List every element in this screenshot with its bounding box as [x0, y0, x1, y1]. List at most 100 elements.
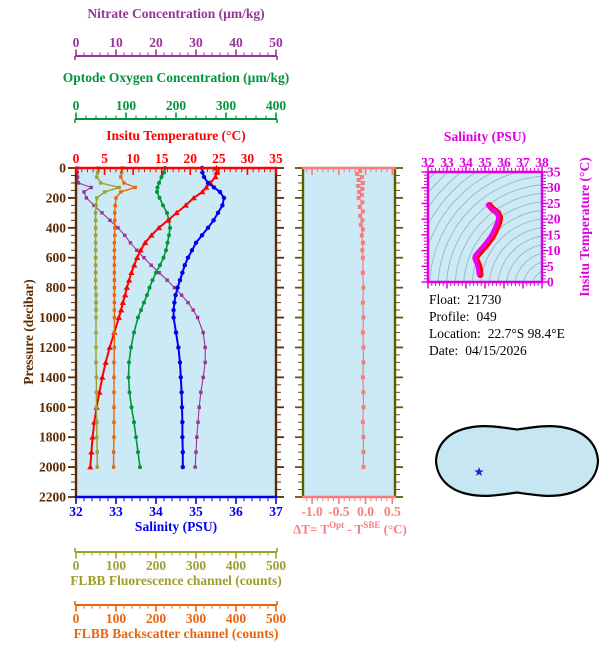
svg-text:400: 400 [266, 98, 287, 113]
date-row: Date: 04/15/2026 [429, 343, 527, 358]
svg-text:32: 32 [69, 504, 83, 519]
ts-temperature-axis-title: Insitu Temperature (°C) [577, 157, 592, 297]
svg-text:300: 300 [186, 611, 207, 626]
svg-text:1200: 1200 [39, 340, 66, 355]
svg-text:0: 0 [59, 161, 66, 176]
svg-text:10: 10 [126, 151, 140, 166]
svg-text:37: 37 [269, 504, 283, 519]
svg-text:1600: 1600 [39, 400, 66, 415]
svg-text:400: 400 [46, 220, 67, 235]
svg-text:20: 20 [547, 212, 561, 227]
svg-text:400: 400 [226, 558, 247, 573]
salinity-axis-title: Salinity (PSU) [134, 519, 218, 534]
fluorescence-axis-title: FLBB Fluorescence channel (counts) [70, 573, 282, 588]
svg-text:600: 600 [46, 250, 67, 265]
backscatter-axis-bar: 0 100 200 300 400 500 [73, 601, 287, 626]
fluorescence-axis-bar: 0 100 200 300 400 500 [73, 548, 286, 573]
svg-text:0: 0 [73, 35, 80, 50]
svg-text:15: 15 [547, 227, 561, 242]
svg-text:10: 10 [109, 35, 123, 50]
location-row: Location: 22.7°S 98.4°E [429, 326, 565, 341]
svg-text:15: 15 [155, 151, 169, 166]
nitrate-axis-title: Nitrate Concentration (µm/kg) [87, 6, 265, 21]
svg-text:0.5: 0.5 [384, 504, 401, 519]
svg-text:0: 0 [73, 151, 80, 166]
svg-text:36: 36 [229, 504, 243, 519]
svg-text:35: 35 [547, 165, 561, 180]
svg-text:1400: 1400 [39, 370, 66, 385]
svg-text:36: 36 [497, 155, 511, 170]
oxygen-series [126, 166, 172, 470]
world-map [434, 425, 600, 497]
svg-text:0: 0 [73, 558, 80, 573]
ts-diagram [428, 172, 542, 282]
svg-text:25: 25 [547, 196, 561, 211]
svg-text:20: 20 [184, 151, 198, 166]
svg-text:30: 30 [189, 35, 203, 50]
float-position-star [474, 467, 484, 476]
fluorescence-series [93, 166, 121, 469]
svg-text:0: 0 [73, 611, 80, 626]
svg-text:37: 37 [516, 155, 530, 170]
oxygen-axis-title: Optode Oxygen Concentration (µm/kg) [62, 70, 290, 85]
delta-t-axis-title: ΔT= TOpt - TSBE (°C) [293, 520, 407, 537]
svg-text:38: 38 [535, 155, 549, 170]
svg-text:10: 10 [547, 243, 561, 258]
svg-text:35: 35 [478, 155, 492, 170]
svg-text:200: 200 [146, 558, 167, 573]
svg-text:2000: 2000 [39, 460, 66, 475]
svg-text:33: 33 [440, 155, 454, 170]
float-info-block: Float: 21730 Profile: 049 Location: 22.7°S … [429, 291, 565, 359]
pressure-axis-title: Pressure (decibar) [21, 279, 36, 385]
svg-text:35: 35 [269, 151, 283, 166]
svg-text:20: 20 [149, 35, 163, 50]
svg-text:300: 300 [216, 98, 237, 113]
nitrate-series [75, 166, 207, 469]
delta-t-frame: -1.0 -0.5 0.0 0.5 [295, 166, 403, 519]
oxygen-axis-bar: 0 100 200 300 400 [73, 98, 287, 123]
svg-text:100: 100 [106, 611, 127, 626]
svg-text:5: 5 [547, 259, 554, 274]
ts-salinity-axis-title: Salinity (PSU) [443, 129, 527, 144]
svg-text:30: 30 [547, 180, 561, 195]
svg-text:34: 34 [149, 504, 163, 519]
svg-text:0.0: 0.0 [357, 504, 374, 519]
temperature-series [87, 165, 220, 470]
svg-text:30: 30 [241, 151, 255, 166]
svg-text:100: 100 [106, 558, 127, 573]
svg-text:32: 32 [421, 155, 435, 170]
svg-text:0: 0 [73, 98, 80, 113]
svg-text:40: 40 [229, 35, 243, 50]
svg-text:-0.5: -0.5 [328, 504, 350, 519]
main-plot [75, 165, 276, 497]
svg-text:800: 800 [46, 280, 67, 295]
svg-text:200: 200 [46, 190, 67, 205]
svg-text:500: 500 [266, 611, 287, 626]
temperature-axis-title: Insitu Temperature (°C) [106, 128, 246, 143]
svg-text:200: 200 [166, 98, 187, 113]
svg-text:34: 34 [459, 155, 473, 170]
map-ocean [434, 425, 600, 497]
backscatter-axis-title: FLBB Backscatter channel (counts) [73, 626, 279, 641]
svg-text:300: 300 [186, 558, 207, 573]
profile-number-row: Profile: 049 [429, 309, 497, 324]
main-plot-frame: 0200400600800100012001400160018002000220… [39, 151, 284, 519]
svg-text:100: 100 [116, 98, 137, 113]
delta-t-panel [303, 168, 395, 497]
svg-text:0: 0 [547, 275, 554, 290]
svg-text:2200: 2200 [39, 490, 66, 505]
salinity-series [171, 165, 227, 470]
svg-text:1800: 1800 [39, 430, 66, 445]
svg-text:5: 5 [101, 151, 108, 166]
svg-text:400: 400 [226, 611, 247, 626]
svg-text:25: 25 [212, 151, 226, 166]
svg-text:50: 50 [269, 35, 283, 50]
svg-text:200: 200 [146, 611, 167, 626]
svg-text:33: 33 [109, 504, 123, 519]
float-id-row: Float: 21730 [429, 292, 502, 307]
svg-text:35: 35 [189, 504, 203, 519]
svg-text:1000: 1000 [39, 310, 66, 325]
